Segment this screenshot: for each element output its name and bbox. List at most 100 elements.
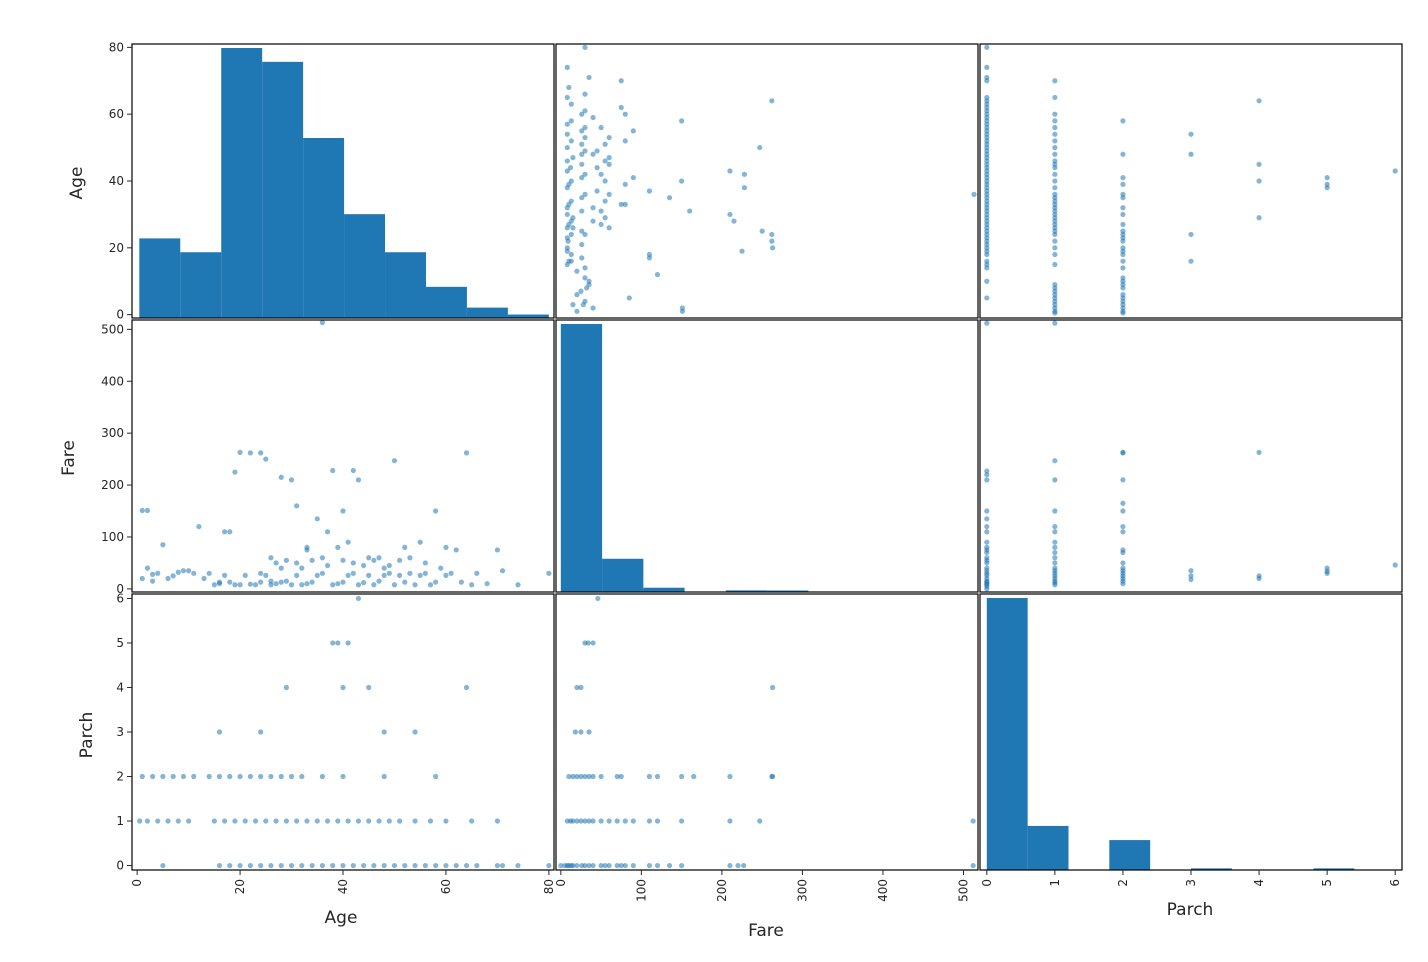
scatter-point bbox=[606, 155, 612, 161]
scatter-point bbox=[412, 582, 418, 588]
scatter-point bbox=[741, 862, 747, 869]
scatter-point bbox=[984, 295, 990, 301]
scatter-point bbox=[273, 581, 279, 587]
scatter-point bbox=[345, 539, 351, 545]
hist-bar-age-8 bbox=[466, 307, 508, 318]
scatter-point bbox=[139, 507, 145, 514]
scatter-point bbox=[971, 191, 977, 197]
scatter-point bbox=[453, 547, 459, 553]
scatter-point bbox=[324, 818, 331, 824]
scatter-point bbox=[1256, 449, 1262, 455]
scatter-point bbox=[679, 305, 686, 311]
scatter-point bbox=[273, 560, 279, 566]
scatter-point bbox=[984, 565, 990, 571]
panel-parch-vs-parch bbox=[979, 593, 1403, 871]
scatter-point bbox=[288, 582, 295, 588]
scatter-point bbox=[1188, 131, 1194, 137]
scatter-point bbox=[268, 555, 274, 561]
scatter-point bbox=[586, 818, 592, 824]
panel-frame bbox=[131, 319, 555, 593]
scatter-point bbox=[144, 565, 151, 571]
panel-frame bbox=[979, 319, 1403, 593]
scatter-point bbox=[582, 265, 588, 271]
scatter-point bbox=[984, 508, 990, 514]
scatter-point bbox=[582, 298, 588, 304]
scatter-point bbox=[1052, 565, 1058, 571]
scatter-point bbox=[242, 572, 248, 578]
scatter-point bbox=[1120, 205, 1126, 211]
scatter-point bbox=[237, 449, 243, 455]
scatter-point bbox=[570, 225, 576, 231]
scatter-point bbox=[381, 729, 387, 735]
scatter-point bbox=[1052, 555, 1058, 561]
scatter-point bbox=[422, 570, 428, 576]
scatter-point bbox=[206, 773, 212, 780]
scatter-point bbox=[568, 251, 574, 258]
scatter-point bbox=[1052, 458, 1058, 464]
scatter-point bbox=[340, 773, 346, 780]
scatter-point bbox=[586, 729, 592, 735]
scatter-point bbox=[570, 818, 576, 824]
scatter-point bbox=[206, 570, 212, 576]
scatter-point bbox=[626, 295, 632, 301]
x-axis-title-parch: Parch bbox=[1167, 900, 1214, 920]
scatter-point bbox=[278, 579, 284, 585]
scatter-point bbox=[757, 144, 763, 151]
hist-bar-age-0 bbox=[139, 238, 181, 318]
scatter-point bbox=[646, 773, 653, 780]
scatter-point bbox=[679, 862, 685, 869]
hist-bar-age-4 bbox=[303, 138, 345, 318]
scatter-point bbox=[1324, 565, 1330, 571]
scatter-point bbox=[646, 251, 653, 258]
scatter-point bbox=[741, 185, 748, 191]
scatter-point bbox=[335, 544, 341, 550]
scatter-point bbox=[984, 320, 990, 326]
scatter-point bbox=[598, 208, 604, 214]
scatter-point bbox=[602, 158, 608, 164]
scatter-point bbox=[590, 862, 596, 869]
scatter-point bbox=[579, 128, 585, 134]
y-axis-title-parch: Parch bbox=[77, 712, 97, 759]
scatter-point bbox=[433, 773, 439, 780]
y-tick-label: 200 bbox=[101, 478, 124, 492]
scatter-point bbox=[578, 773, 584, 780]
x-tick-label: 2 bbox=[1116, 879, 1130, 887]
scatter-point bbox=[618, 104, 624, 111]
scatter-point bbox=[1052, 185, 1058, 191]
y-tick-label: 4 bbox=[116, 680, 124, 694]
scatter-point bbox=[474, 570, 480, 576]
hist-bar-parch-8 bbox=[1313, 868, 1355, 870]
scatter-point bbox=[227, 579, 233, 585]
panel-frame bbox=[555, 319, 979, 593]
scatter-point bbox=[155, 818, 161, 824]
scatter-point bbox=[1120, 211, 1126, 218]
scatter-point bbox=[360, 562, 367, 569]
scatter-point bbox=[574, 773, 580, 780]
scatter-point bbox=[397, 557, 403, 563]
scatter-point bbox=[1052, 477, 1058, 483]
scatter-point bbox=[371, 582, 377, 588]
y-tick-label: 3 bbox=[116, 725, 124, 739]
scatter-point bbox=[299, 773, 305, 780]
scatter-point bbox=[582, 171, 588, 177]
scatter-point bbox=[433, 579, 439, 585]
scatter-point bbox=[606, 134, 612, 141]
scatter-point bbox=[586, 281, 592, 288]
scatter-point bbox=[278, 474, 284, 480]
scatter-point bbox=[630, 818, 636, 824]
scatter-point bbox=[278, 773, 284, 780]
scatter-point bbox=[324, 562, 331, 569]
panel-parch-vs-fare bbox=[555, 593, 979, 871]
scatter-point bbox=[242, 818, 248, 824]
scatter-point bbox=[366, 572, 372, 578]
scatter-point bbox=[727, 773, 733, 780]
scatter-point bbox=[438, 565, 444, 571]
scatter-point bbox=[1052, 529, 1058, 535]
scatter-point bbox=[258, 729, 264, 735]
scatter-point bbox=[622, 181, 628, 187]
scatter-point bbox=[570, 773, 576, 780]
scatter-point bbox=[1052, 78, 1058, 84]
scatter-point bbox=[412, 729, 418, 735]
scatter-point bbox=[1120, 547, 1126, 553]
scatter-point bbox=[319, 319, 326, 326]
